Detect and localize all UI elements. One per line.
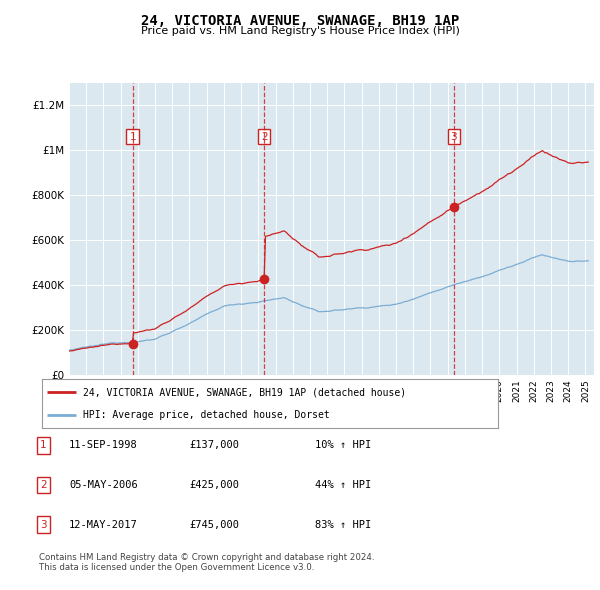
Text: 11-SEP-1998: 11-SEP-1998 <box>69 441 138 450</box>
Text: 3: 3 <box>451 132 457 142</box>
Text: £745,000: £745,000 <box>189 520 239 529</box>
Text: 24, VICTORIA AVENUE, SWANAGE, BH19 1AP (detached house): 24, VICTORIA AVENUE, SWANAGE, BH19 1AP (… <box>83 388 406 398</box>
Text: 10% ↑ HPI: 10% ↑ HPI <box>315 441 371 450</box>
Text: 83% ↑ HPI: 83% ↑ HPI <box>315 520 371 529</box>
Text: Price paid vs. HM Land Registry's House Price Index (HPI): Price paid vs. HM Land Registry's House … <box>140 26 460 36</box>
Text: £137,000: £137,000 <box>189 441 239 450</box>
Text: 24, VICTORIA AVENUE, SWANAGE, BH19 1AP: 24, VICTORIA AVENUE, SWANAGE, BH19 1AP <box>141 14 459 28</box>
Text: 2: 2 <box>40 480 47 490</box>
Text: 1: 1 <box>130 132 136 142</box>
Text: HPI: Average price, detached house, Dorset: HPI: Average price, detached house, Dors… <box>83 409 330 419</box>
Text: 44% ↑ HPI: 44% ↑ HPI <box>315 480 371 490</box>
Text: 2: 2 <box>261 132 268 142</box>
Text: 3: 3 <box>40 520 47 529</box>
Text: 05-MAY-2006: 05-MAY-2006 <box>69 480 138 490</box>
Text: £425,000: £425,000 <box>189 480 239 490</box>
Text: This data is licensed under the Open Government Licence v3.0.: This data is licensed under the Open Gov… <box>39 563 314 572</box>
Text: 1: 1 <box>40 441 47 450</box>
Text: 12-MAY-2017: 12-MAY-2017 <box>69 520 138 529</box>
Text: Contains HM Land Registry data © Crown copyright and database right 2024.: Contains HM Land Registry data © Crown c… <box>39 553 374 562</box>
